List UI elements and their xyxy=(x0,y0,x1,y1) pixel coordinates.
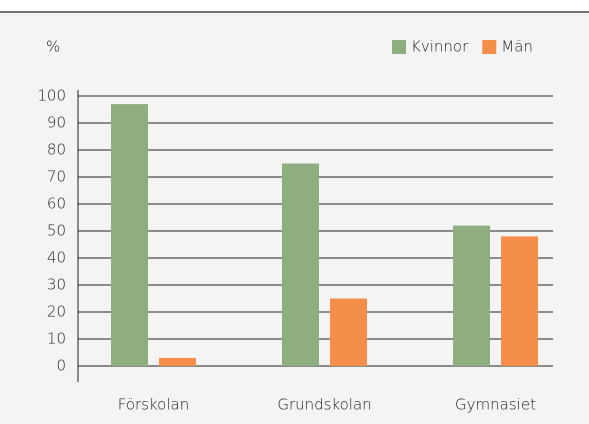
y-tick-label: 40 xyxy=(47,249,66,267)
x-tick-label: Förskolan xyxy=(118,396,189,414)
y-tick-label: 10 xyxy=(47,330,66,348)
y-tick-label: 90 xyxy=(47,114,66,132)
bar xyxy=(111,104,148,366)
y-tick-label: 50 xyxy=(47,222,66,240)
bar xyxy=(282,163,319,366)
y-tick-label: 100 xyxy=(37,87,66,105)
y-tick-label: 60 xyxy=(47,195,66,213)
bar xyxy=(453,225,490,366)
y-tick-label: 0 xyxy=(56,357,66,375)
x-tick-label: Gymnasiet xyxy=(455,396,536,414)
x-tick-label: Grundskolan xyxy=(277,396,371,414)
bar xyxy=(159,357,196,366)
bar xyxy=(501,236,538,366)
y-tick-label: 80 xyxy=(47,141,66,159)
y-tick-label: 20 xyxy=(47,303,66,321)
y-tick-label: 70 xyxy=(47,168,66,186)
legend-label: Kvinnor xyxy=(411,38,469,56)
legend-label: Män xyxy=(501,38,533,56)
legend-swatch xyxy=(392,40,406,54)
y-tick-label: 30 xyxy=(47,276,66,294)
legend-swatch xyxy=(482,40,497,54)
bar xyxy=(330,298,367,366)
y-axis-label: % xyxy=(46,38,60,56)
